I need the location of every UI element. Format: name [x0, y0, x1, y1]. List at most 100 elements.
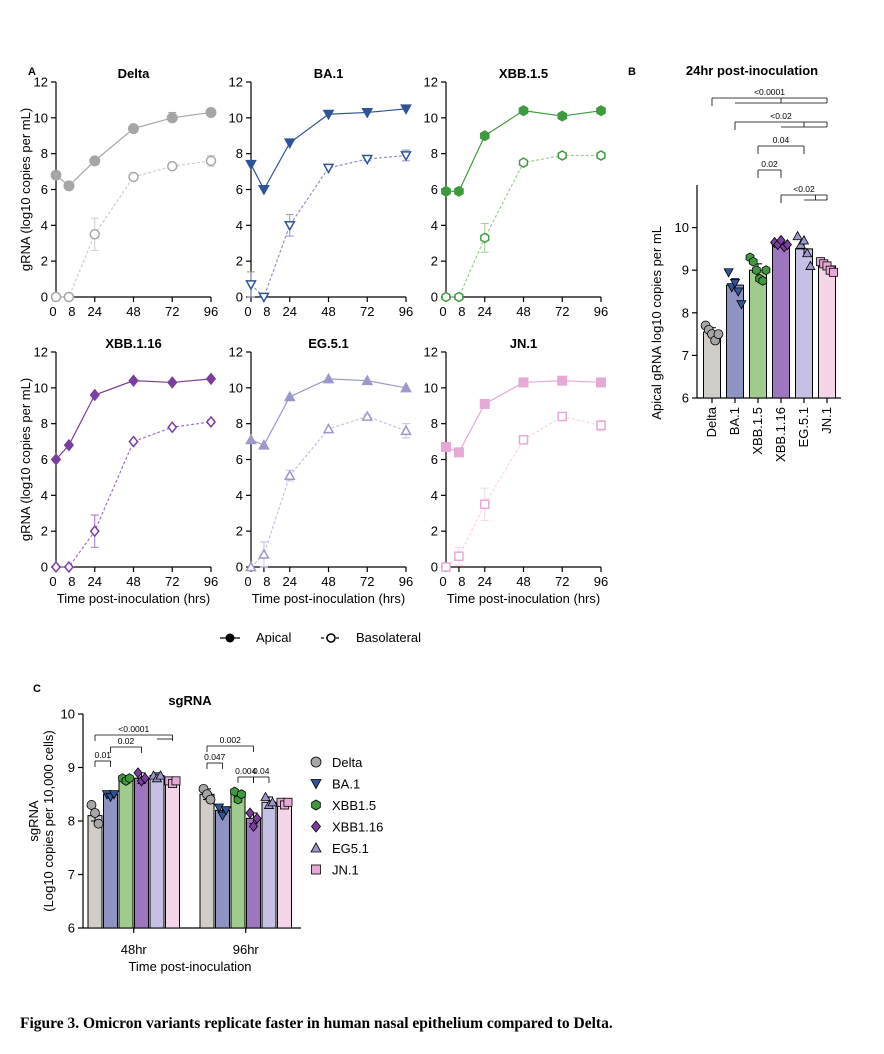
panel-title: BA.1	[314, 66, 344, 81]
apical-point	[596, 377, 606, 388]
apical-point	[361, 107, 374, 119]
x-tick-label: JN.1	[819, 407, 834, 434]
x-tick-label: 0	[439, 304, 446, 319]
y-tick-label: 12	[424, 345, 438, 360]
bar	[87, 815, 103, 929]
basolateral-point	[322, 163, 335, 175]
y-tick-label: 4	[236, 218, 243, 233]
data-point	[252, 812, 262, 824]
x-tick-label: 48hr	[121, 942, 148, 957]
apical-point	[205, 372, 217, 386]
data-point	[761, 265, 771, 276]
basolateral-point	[63, 291, 75, 303]
x-tick-label: 24	[283, 574, 297, 589]
x-tick-label: 24	[88, 574, 102, 589]
basolateral-series-line	[250, 154, 407, 299]
x-tick-label: 0	[244, 574, 251, 589]
y-tick-label: 8	[431, 146, 438, 161]
y-tick-label: 7	[68, 867, 75, 882]
basolateral-point	[400, 424, 412, 436]
y-tick-label: 2	[236, 524, 243, 539]
bar	[261, 801, 277, 929]
y-tick-label: 12	[424, 75, 438, 90]
y-tick-label: 6	[431, 452, 438, 467]
x-axis-label: Time post-inoculation (hrs)	[57, 591, 210, 606]
apical-point	[479, 398, 490, 409]
basolateral-point	[245, 280, 257, 291]
x-tick-label: 24	[478, 574, 492, 589]
x-tick-label: 96	[204, 574, 218, 589]
y-tick-label: 9	[682, 263, 689, 278]
apical-point	[557, 110, 568, 122]
apical-point	[128, 123, 139, 135]
x-tick-label: 72	[555, 574, 569, 589]
bar	[134, 777, 149, 929]
y-tick-label: 2	[41, 254, 48, 269]
x-tick-label: 72	[360, 574, 374, 589]
p-value-label: <0.0001	[118, 724, 149, 734]
y-tick-label: 12	[34, 345, 48, 360]
data-point	[237, 789, 246, 800]
p-value-label: 0.004	[235, 766, 257, 776]
data-point	[220, 806, 232, 816]
bar	[772, 244, 790, 399]
x-tick-label: 8	[458, 574, 465, 589]
y-tick-label: 10	[675, 220, 689, 235]
y-tick-label: 7	[682, 348, 689, 363]
y-tick-label: 10	[424, 110, 438, 125]
p-value-label: <0.02	[793, 184, 815, 194]
data-point	[828, 267, 838, 277]
p-value-label: <0.02	[770, 111, 792, 121]
x-tick-label: 8	[458, 304, 465, 319]
apical-point	[596, 105, 606, 117]
bar	[230, 793, 246, 929]
y-tick-label: 6	[41, 452, 48, 467]
apical-point	[322, 109, 335, 121]
apical-point	[167, 376, 178, 389]
legend-label: EG5.1	[332, 841, 369, 856]
basolateral-point	[518, 157, 529, 168]
bar	[118, 777, 134, 929]
legend-marker	[310, 779, 322, 790]
basolateral-point	[50, 291, 62, 303]
panel-title: JN.1	[510, 336, 537, 351]
x-tick-label: 96hr	[233, 942, 260, 957]
x-tick-label: 8	[68, 574, 75, 589]
apical-point	[89, 155, 101, 167]
basolateral-point	[480, 232, 490, 244]
y-tick-label: 6	[41, 182, 48, 197]
x-tick-label: 48	[321, 304, 335, 319]
y-tick-label: 12	[229, 75, 243, 90]
panel-title: XBB.1.5	[499, 66, 548, 81]
basolateral-point	[361, 154, 374, 166]
data-point	[171, 776, 181, 786]
y-tick-label: 10	[229, 110, 243, 125]
x-tick-label: XBB.1.16	[773, 407, 788, 462]
y-tick-label: 4	[431, 218, 438, 233]
x-tick-label: 24	[283, 304, 297, 319]
x-tick-label: 0	[49, 304, 56, 319]
basolateral-point	[596, 150, 606, 161]
y-tick-label: 8	[431, 416, 438, 431]
basolateral-point	[454, 551, 464, 562]
bar	[246, 817, 261, 929]
p-value-label: 0.04	[773, 135, 790, 145]
panel-letter-b: B	[628, 66, 636, 78]
data-point	[748, 256, 758, 267]
basolateral-point	[205, 155, 217, 167]
basolateral-series-line	[446, 154, 601, 298]
legend-basolateral-marker	[326, 633, 336, 643]
apical-point	[50, 169, 62, 181]
p-value-label: 0.04	[253, 766, 270, 776]
data-point	[729, 278, 741, 289]
apical-point	[283, 390, 296, 402]
y-tick-label: 0	[236, 560, 243, 575]
apical-point	[479, 130, 490, 142]
data-point	[93, 818, 104, 829]
apical-point	[557, 375, 568, 386]
x-tick-label: 8	[263, 574, 270, 589]
basolateral-point	[361, 410, 374, 421]
